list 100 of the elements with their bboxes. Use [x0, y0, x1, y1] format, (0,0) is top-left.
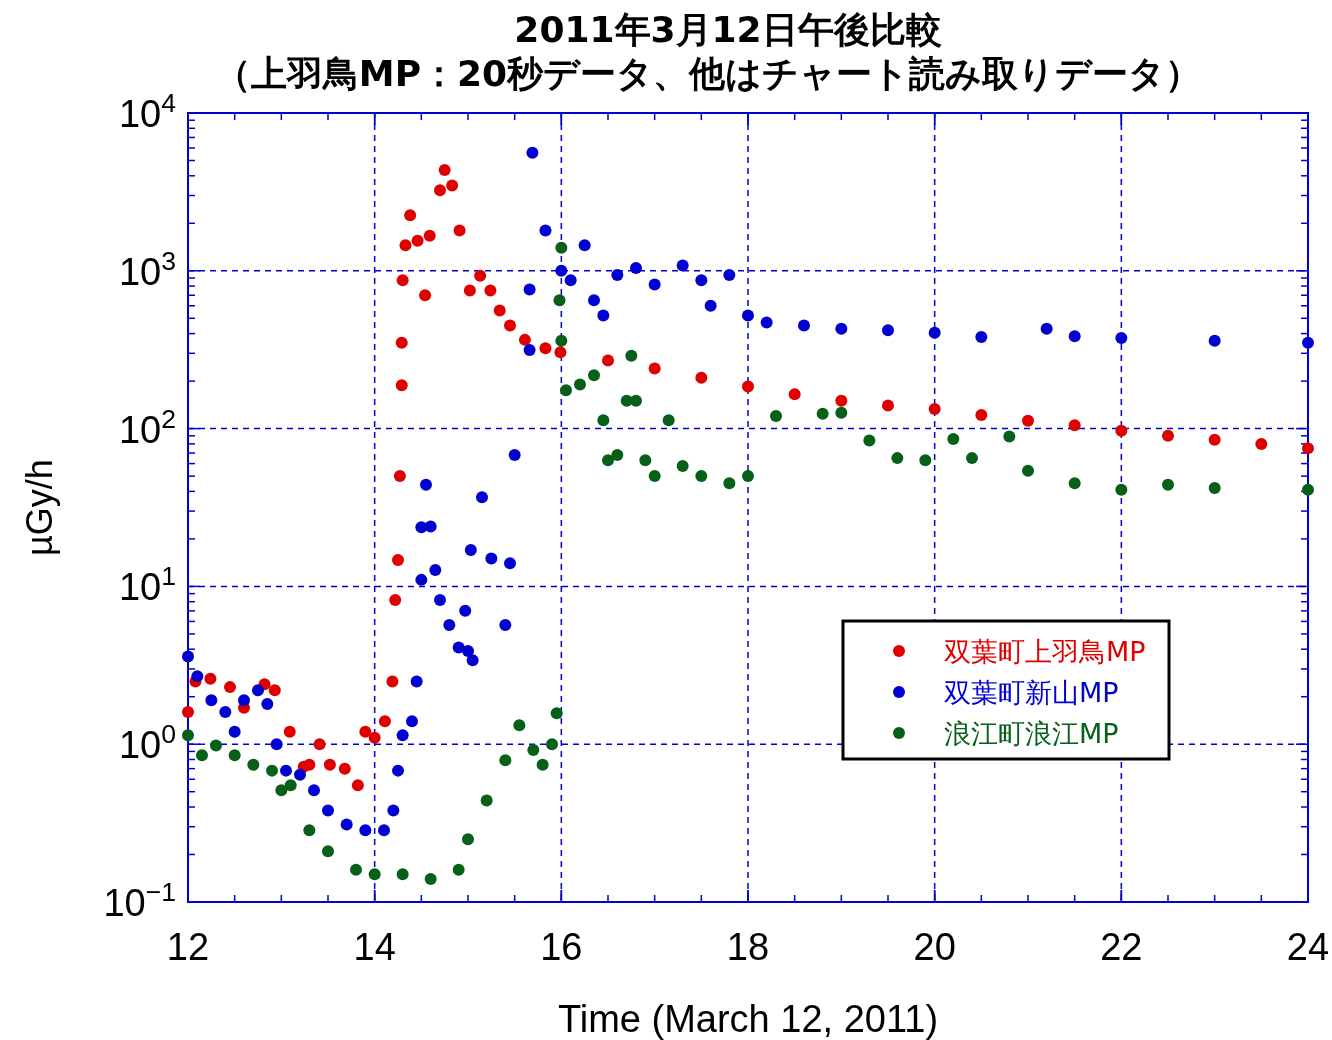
point	[395, 336, 408, 349]
point	[368, 868, 381, 881]
point	[1068, 477, 1081, 490]
point	[662, 414, 675, 427]
point	[648, 470, 661, 483]
point	[1255, 437, 1268, 450]
point	[648, 362, 661, 375]
point	[742, 470, 754, 483]
point	[788, 388, 801, 401]
x-tick-label: 22	[1100, 926, 1143, 968]
point	[553, 294, 566, 307]
point	[527, 743, 540, 756]
point	[396, 868, 409, 881]
point	[452, 863, 465, 876]
point	[434, 184, 446, 197]
point	[399, 239, 412, 252]
point	[247, 758, 260, 771]
point	[723, 477, 736, 490]
y-tick-label: 10$^{4}$	[118, 88, 177, 135]
point	[368, 731, 381, 744]
point	[1115, 483, 1128, 496]
point	[419, 289, 432, 302]
point	[396, 274, 409, 287]
point	[554, 346, 567, 359]
point	[393, 470, 406, 483]
point	[463, 284, 476, 297]
y-tick-label: 10$^{1}$	[118, 561, 176, 609]
point	[574, 378, 586, 391]
point	[513, 719, 526, 732]
point	[835, 406, 848, 419]
chart-title: 2011年3月12日午後比較	[514, 9, 942, 50]
point	[322, 845, 334, 858]
point	[389, 594, 402, 606]
x-tick-label: 14	[353, 926, 396, 968]
point	[424, 872, 437, 885]
point	[555, 334, 568, 347]
point	[438, 164, 451, 177]
point	[182, 705, 194, 718]
point	[966, 452, 978, 465]
point	[210, 739, 222, 752]
point	[742, 380, 754, 393]
point	[891, 452, 904, 465]
point	[275, 784, 288, 797]
point	[1022, 464, 1034, 477]
x-axis-title: Time (March 12, 2011)	[557, 998, 939, 1040]
point	[928, 403, 941, 416]
point	[695, 371, 708, 384]
point	[536, 758, 549, 771]
point	[770, 410, 782, 423]
point	[480, 794, 493, 807]
point	[378, 715, 391, 728]
point	[602, 454, 614, 467]
y-tick-label: 10$^{2}$	[118, 403, 176, 451]
point	[446, 179, 459, 192]
point	[196, 749, 208, 762]
point	[392, 554, 404, 566]
point	[303, 758, 316, 771]
point	[588, 369, 600, 382]
y-tick-label: 10$^{−1}$	[103, 877, 176, 924]
point	[816, 407, 829, 420]
point	[359, 725, 372, 738]
point	[550, 707, 563, 720]
point	[224, 681, 236, 694]
point	[404, 209, 417, 222]
point	[228, 749, 241, 762]
point	[518, 333, 531, 346]
point	[338, 762, 351, 775]
point	[555, 241, 568, 254]
point	[539, 342, 552, 355]
point	[625, 349, 638, 362]
legend-label: 双葉町上羽鳥MP	[944, 636, 1146, 667]
point	[1162, 429, 1174, 442]
point	[1115, 424, 1128, 437]
point	[1022, 414, 1034, 427]
x-tick-label: 18	[726, 926, 770, 968]
point	[975, 408, 988, 421]
point	[919, 454, 932, 467]
point	[411, 234, 424, 247]
point	[630, 394, 642, 407]
point	[695, 470, 708, 483]
x-tick-label: 20	[913, 926, 956, 968]
y-axis-title: µGy/h	[19, 459, 60, 556]
point	[560, 384, 572, 397]
x-tick-label: 12	[166, 926, 210, 968]
legend-label: 双葉町新山MP	[944, 677, 1119, 708]
point	[1208, 482, 1221, 495]
point	[474, 269, 487, 282]
point	[1068, 419, 1081, 432]
point	[546, 738, 558, 751]
point	[268, 684, 281, 697]
point	[947, 432, 960, 445]
point	[283, 725, 296, 738]
point	[493, 304, 506, 317]
point	[284, 779, 297, 792]
point	[611, 449, 624, 462]
point	[303, 824, 316, 837]
point	[395, 379, 408, 392]
point	[882, 399, 894, 412]
point	[462, 833, 474, 846]
point	[204, 672, 217, 685]
